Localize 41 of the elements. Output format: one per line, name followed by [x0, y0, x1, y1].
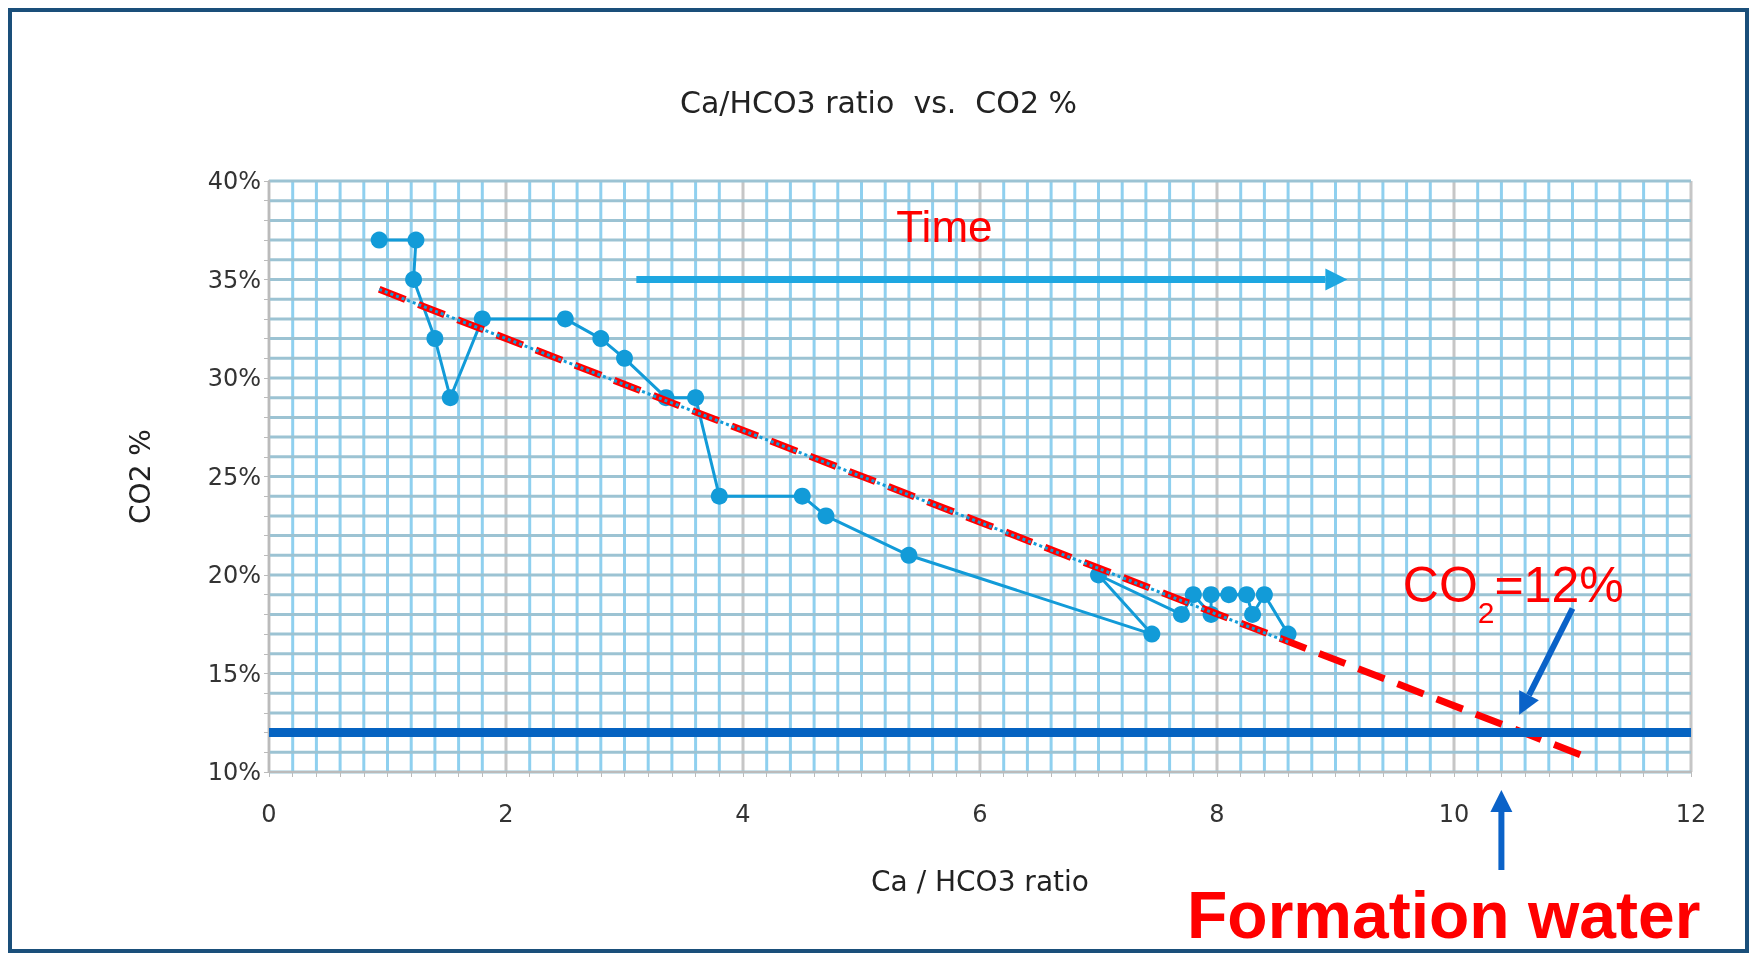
x-tick-label: 8	[1209, 800, 1225, 828]
x-tick-label: 0	[261, 800, 277, 828]
point	[556, 310, 574, 328]
point	[370, 231, 388, 249]
y-tick-label: 30%	[207, 364, 261, 392]
point	[1143, 625, 1161, 643]
point	[407, 231, 425, 249]
x-tick-label: 10	[1438, 800, 1470, 828]
point	[1172, 605, 1190, 623]
y-tick-label: 35%	[207, 265, 261, 294]
y-tick-label: 40%	[207, 167, 261, 195]
point	[1220, 586, 1238, 604]
point	[405, 271, 423, 288]
point	[1244, 605, 1262, 623]
point	[441, 389, 459, 407]
point	[592, 330, 610, 348]
chart-title: Ca/HCO3 ratio vs. CO2 %	[679, 84, 1078, 120]
point	[616, 349, 633, 367]
point	[710, 487, 728, 505]
annotation: Time	[896, 201, 993, 251]
point	[426, 330, 444, 348]
x-axis-title: Ca / HCO3 ratio	[871, 864, 1089, 898]
point	[817, 507, 835, 525]
point	[1238, 586, 1256, 604]
point	[1202, 586, 1220, 604]
text: Formation water	[1187, 878, 1701, 952]
x-tick-label: 6	[972, 800, 988, 828]
point	[1184, 586, 1202, 604]
point	[687, 389, 705, 407]
point	[900, 546, 918, 564]
point	[473, 310, 491, 328]
y-tick-label: 20%	[207, 561, 261, 589]
x-tick-label: 4	[735, 800, 751, 828]
y-tick-label: 25%	[207, 462, 261, 491]
point	[1255, 586, 1273, 604]
y-axis-title: CO2 %	[123, 429, 157, 524]
y-tick-label: 10%	[207, 758, 261, 786]
point	[793, 487, 811, 505]
x-tick-label: 2	[498, 800, 514, 828]
y-tick-label: 15%	[207, 659, 261, 688]
x-tick-label: 12	[1675, 800, 1707, 828]
